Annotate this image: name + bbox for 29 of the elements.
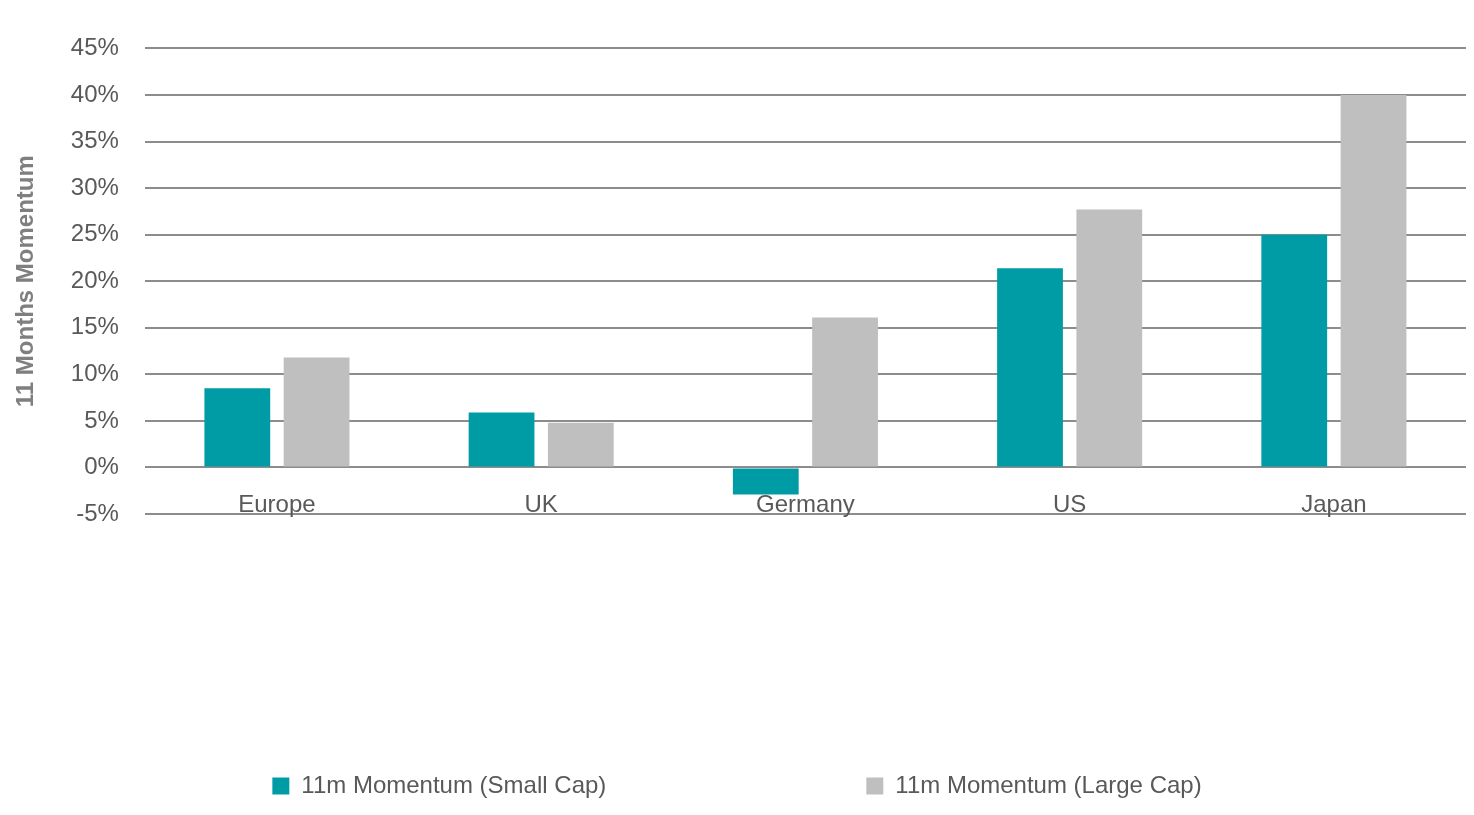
x-tick-label: Europe	[238, 490, 316, 518]
y-tick-label: 40%	[70, 79, 119, 107]
x-tick-label: Germany	[756, 490, 855, 518]
bar	[1261, 234, 1328, 467]
x-tick-label: UK	[524, 490, 558, 518]
y-tick-label: 45%	[70, 33, 119, 61]
bar	[547, 422, 614, 467]
y-tick-label: -5%	[76, 498, 119, 526]
y-axis-title: 11 Months Momentum	[11, 155, 39, 408]
bar	[732, 468, 799, 495]
y-tick-label: 30%	[70, 172, 119, 200]
legend-label: 11m Momentum (Small Cap)	[301, 770, 607, 798]
y-tick-label: 20%	[70, 265, 119, 293]
bar	[283, 357, 350, 467]
bar	[1340, 94, 1407, 467]
y-tick-label: 0%	[84, 452, 119, 480]
bar	[204, 388, 271, 467]
legend-label: 11m Momentum (Large Cap)	[895, 770, 1202, 798]
x-tick-label: Japan	[1301, 490, 1367, 518]
bar	[1076, 209, 1143, 467]
y-tick-label: 10%	[70, 358, 119, 386]
y-tick-label: 25%	[70, 219, 119, 247]
y-tick-label: 15%	[70, 312, 119, 340]
x-tick-label: US	[1052, 490, 1087, 518]
y-tick-label: 35%	[70, 126, 119, 154]
bar	[812, 317, 878, 467]
bar	[468, 412, 535, 467]
y-tick-label: 5%	[84, 405, 119, 433]
bar	[997, 268, 1063, 467]
